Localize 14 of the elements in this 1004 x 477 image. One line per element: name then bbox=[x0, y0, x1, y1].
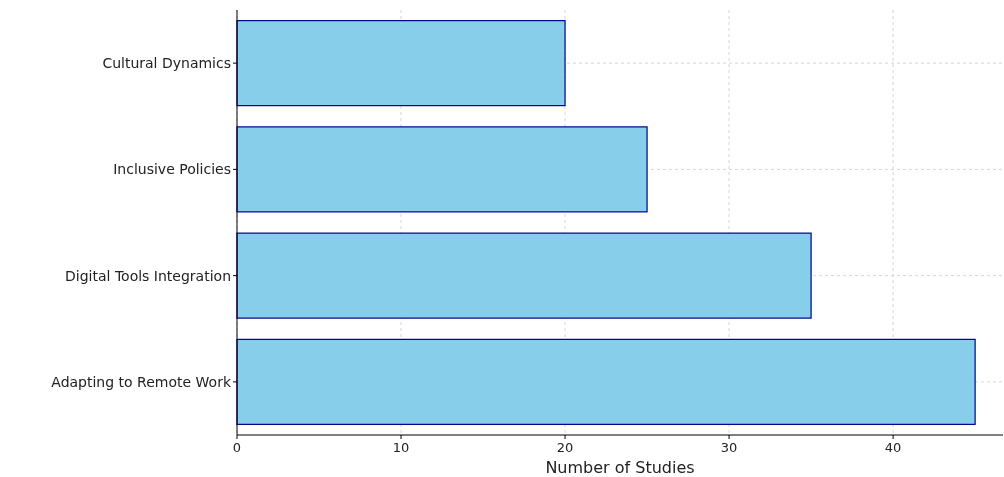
bar bbox=[236, 20, 566, 107]
bar bbox=[236, 338, 976, 425]
y-tick-label: Adapting to Remote Work bbox=[51, 373, 232, 390]
x-tick-label: 0 bbox=[232, 440, 242, 455]
x-tick-label: 30 bbox=[720, 440, 738, 455]
x-tick-label: 20 bbox=[556, 440, 574, 455]
y-tick-label: Digital Tools Integration bbox=[65, 267, 231, 284]
x-tick-label: 40 bbox=[884, 440, 902, 455]
y-tick-label: Cultural Dynamics bbox=[102, 55, 231, 72]
y-tick-label: Inclusive Policies bbox=[113, 161, 231, 178]
x-tick-label: 10 bbox=[392, 440, 410, 455]
bar bbox=[236, 232, 812, 319]
bar bbox=[236, 126, 648, 213]
x-axis-title: Number of Studies bbox=[545, 458, 695, 477]
